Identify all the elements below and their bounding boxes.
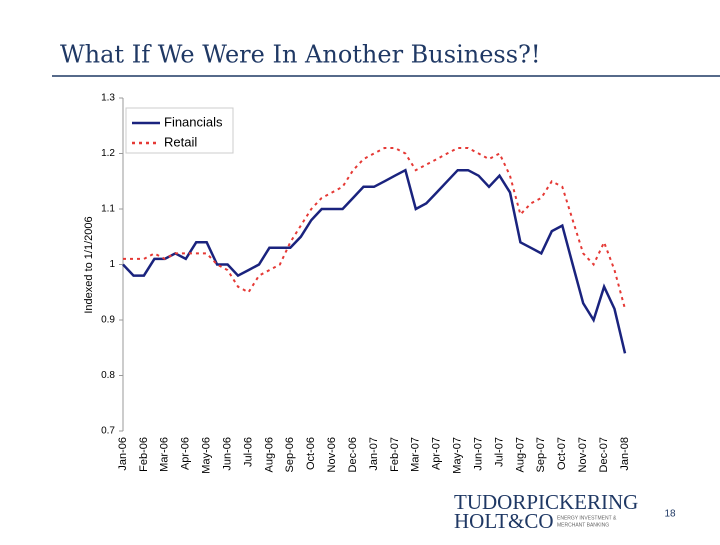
- legend-label: Retail: [164, 134, 197, 149]
- x-tick-label: Jun-07: [472, 437, 484, 471]
- y-axis-label: Indexed to 1/1/2006: [83, 216, 95, 313]
- series-line: [122, 168, 627, 354]
- x-tick-label: Dec-06: [347, 437, 359, 472]
- x-tick-label: Feb-06: [138, 437, 150, 472]
- x-tick-label: Mar-07: [410, 437, 422, 472]
- x-tick-label: May-06: [201, 437, 213, 474]
- x-tick-label: Oct-07: [556, 437, 568, 470]
- logo-line2: HOLT&CO: [454, 509, 554, 533]
- x-tick-label: Aug-07: [514, 437, 526, 472]
- x-tick-label: Jan-08: [619, 437, 631, 471]
- y-tick-label: 0.9: [101, 315, 115, 326]
- logo-tagline: ENERGY INVESTMENT &: [557, 515, 617, 521]
- x-tick-label: Jul-06: [242, 437, 254, 467]
- x-tick-label: Dec-07: [598, 437, 610, 472]
- x-tick-label: May-07: [452, 437, 464, 474]
- logo-tagline: MERCHANT BANKING: [557, 522, 609, 528]
- legend-label: Financials: [164, 114, 223, 129]
- series-line: [123, 147, 626, 310]
- x-tick-label: Feb-07: [389, 437, 401, 472]
- y-tick-label: 0.7: [101, 426, 115, 437]
- y-tick-label: 1: [109, 259, 115, 270]
- x-tick-label: Oct-06: [305, 437, 317, 470]
- x-tick-label: Jul-07: [493, 437, 505, 467]
- y-tick-label: 1.3: [101, 93, 115, 104]
- slide-title: What If We Were In Another Business?!: [60, 41, 541, 69]
- legend-box: [125, 107, 234, 154]
- y-tick-label: 0.8: [101, 370, 115, 381]
- x-tick-label: Sep-06: [284, 437, 296, 472]
- y-tick-label: 1.2: [101, 148, 115, 159]
- x-tick-label: Sep-07: [535, 437, 547, 472]
- y-tick-label: 1.1: [101, 204, 115, 215]
- page-number: 18: [664, 509, 676, 520]
- x-tick-label: Nov-07: [577, 437, 589, 472]
- x-tick-label: Jun-06: [221, 437, 233, 471]
- x-tick-label: Apr-06: [180, 437, 192, 470]
- x-tick-label: Aug-06: [263, 437, 275, 472]
- x-tick-label: Jan-06: [117, 437, 129, 471]
- x-tick-label: Nov-06: [326, 437, 338, 472]
- x-tick-label: Apr-07: [431, 437, 443, 470]
- x-tick-label: Jan-07: [368, 437, 380, 471]
- x-tick-label: Mar-06: [159, 437, 171, 472]
- logo-line1: TUDORPICKERING: [454, 490, 638, 514]
